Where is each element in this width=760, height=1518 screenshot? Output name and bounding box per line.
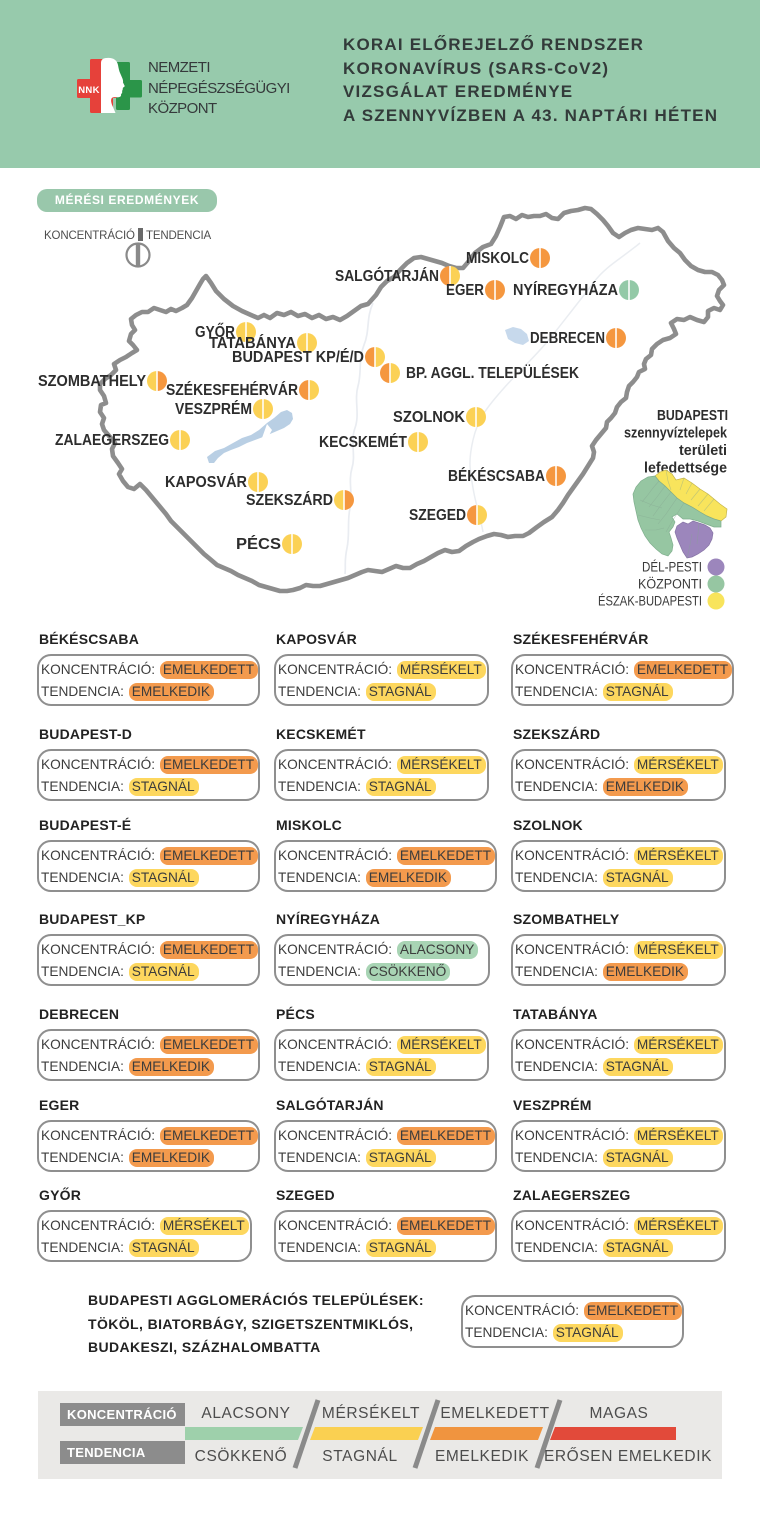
svg-text:KAPOSVÁR: KAPOSVÁR (165, 474, 247, 491)
svg-text:SZÉKESFEHÉRVÁR: SZÉKESFEHÉRVÁR (166, 382, 298, 399)
svg-text:PÉCS: PÉCS (236, 536, 281, 553)
svg-text:BÉKÉSCSABA: BÉKÉSCSABA (448, 468, 545, 485)
svg-text:MISKOLC: MISKOLC (466, 250, 529, 267)
svg-text:SZOMBATHELY: SZOMBATHELY (38, 373, 147, 390)
svg-text:KECSKEMÉT: KECSKEMÉT (319, 434, 407, 451)
svg-text:SZEKSZÁRD: SZEKSZÁRD (246, 492, 333, 509)
svg-text:GYŐR: GYŐR (195, 323, 235, 341)
svg-text:SZEGED: SZEGED (409, 507, 466, 524)
svg-text:ÉSZAK-BUDAPESTI: ÉSZAK-BUDAPESTI (598, 594, 702, 609)
svg-text:VESZPRÉM: VESZPRÉM (175, 401, 252, 418)
svg-text:területi: területi (679, 443, 727, 459)
svg-text:szennyvíztelepek: szennyvíztelepek (624, 426, 728, 442)
svg-text:NNK: NNK (78, 85, 99, 96)
svg-text:DÉL-PESTI: DÉL-PESTI (642, 560, 702, 575)
svg-text:TATABÁNYA: TATABÁNYA (209, 335, 296, 352)
svg-text:BP. AGGL. TELEPÜLÉSEK: BP. AGGL. TELEPÜLÉSEK (406, 365, 580, 382)
svg-text:ZALAEGERSZEG: ZALAEGERSZEG (55, 432, 169, 449)
svg-text:NYÍREGYHÁZA: NYÍREGYHÁZA (513, 282, 618, 299)
svg-text:BUDAPESTI: BUDAPESTI (657, 407, 728, 424)
svg-text:EGER: EGER (446, 282, 484, 299)
svg-text:lefedettsége: lefedettsége (644, 461, 727, 477)
svg-text:BUDAPEST KP/É/D: BUDAPEST KP/É/D (232, 349, 364, 366)
svg-text:DEBRECEN: DEBRECEN (530, 330, 605, 347)
svg-text:SALGÓTARJÁN: SALGÓTARJÁN (335, 267, 439, 285)
svg-text:SZOLNOK: SZOLNOK (393, 409, 466, 426)
svg-text:KÖZPONTI: KÖZPONTI (638, 577, 702, 592)
